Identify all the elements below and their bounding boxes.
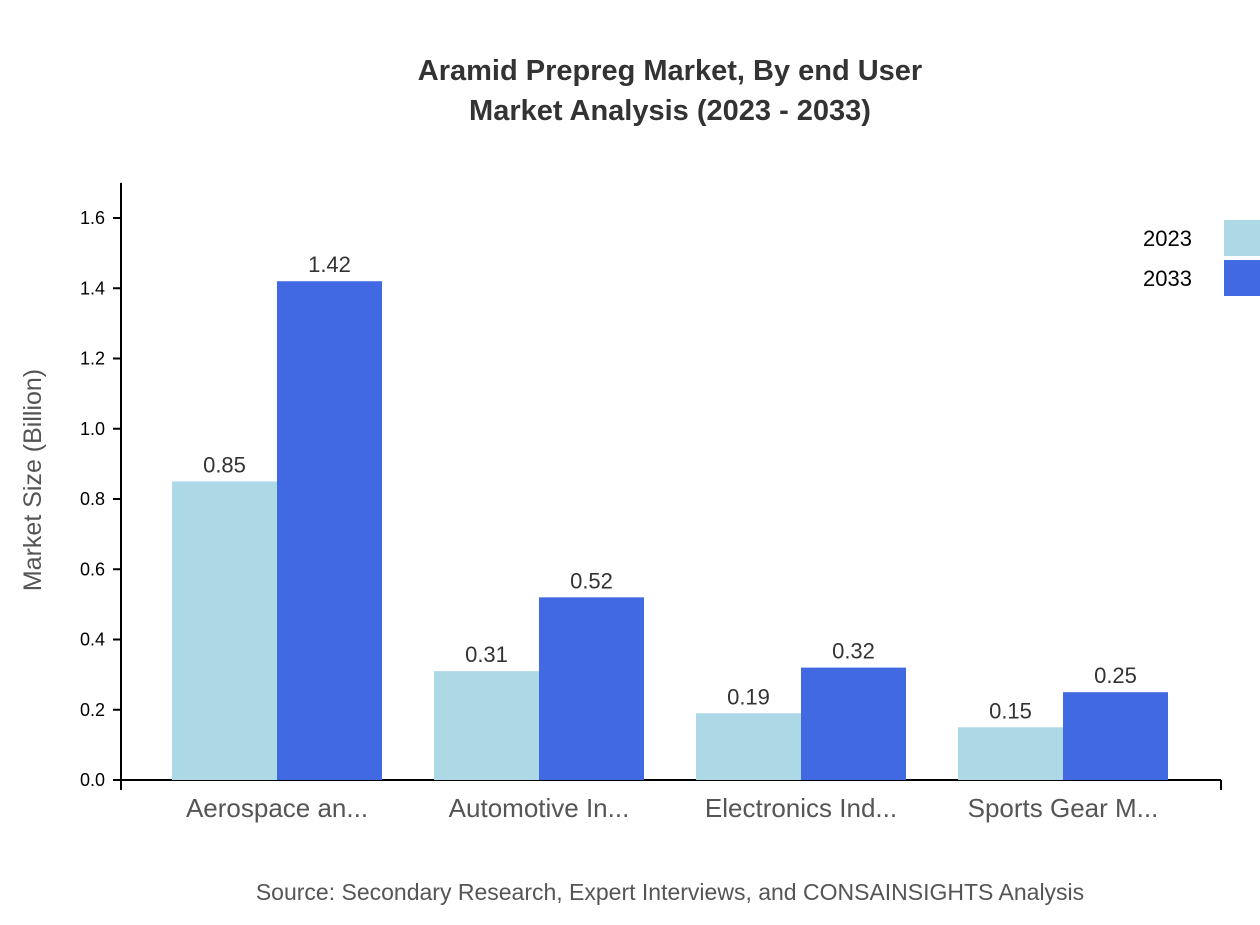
y-tick-label: 0.0	[80, 770, 105, 790]
bar-2033	[801, 667, 906, 780]
bar-2023	[696, 713, 801, 780]
data-label: 0.31	[465, 642, 508, 667]
data-label: 1.42	[308, 252, 351, 277]
bar-2023	[172, 481, 277, 780]
data-label: 0.85	[203, 452, 246, 477]
legend-swatch	[1224, 220, 1260, 256]
bar-2023	[958, 727, 1063, 780]
data-label: 0.32	[832, 639, 875, 664]
y-tick-label: 1.2	[80, 349, 105, 369]
bar-2033	[1063, 692, 1168, 780]
x-tick-label: Electronics Ind...	[705, 793, 897, 823]
x-tick-label: Aerospace an...	[186, 793, 368, 823]
data-label: 0.15	[989, 698, 1032, 723]
y-tick-label: 1.4	[80, 278, 105, 298]
y-tick-label: 0.4	[80, 630, 105, 650]
data-label: 0.25	[1094, 663, 1137, 688]
legend-swatch	[1224, 260, 1260, 296]
y-tick-label: 1.6	[80, 208, 105, 228]
bar-2033	[539, 597, 644, 780]
data-label: 0.52	[570, 568, 613, 593]
y-tick-label: 1.0	[80, 419, 105, 439]
data-label: 0.19	[727, 684, 770, 709]
chart-title-line-2: Market Analysis (2023 - 2033)	[469, 95, 871, 127]
x-tick-label: Sports Gear M...	[968, 793, 1159, 823]
source-note: Source: Secondary Research, Expert Inter…	[256, 879, 1084, 905]
legend-label: 2033	[1143, 266, 1192, 291]
y-tick-label: 0.8	[80, 489, 105, 509]
bar-2033	[277, 281, 382, 780]
chart-title-line-1: Aramid Prepreg Market, By end User	[418, 55, 922, 87]
y-tick-label: 0.2	[80, 700, 105, 720]
bar-2023	[434, 671, 539, 780]
legend-label: 2023	[1143, 226, 1192, 251]
x-tick-label: Automotive In...	[449, 793, 630, 823]
y-axis-label: Market Size (Billion)	[19, 369, 47, 591]
y-tick-label: 0.6	[80, 559, 105, 579]
